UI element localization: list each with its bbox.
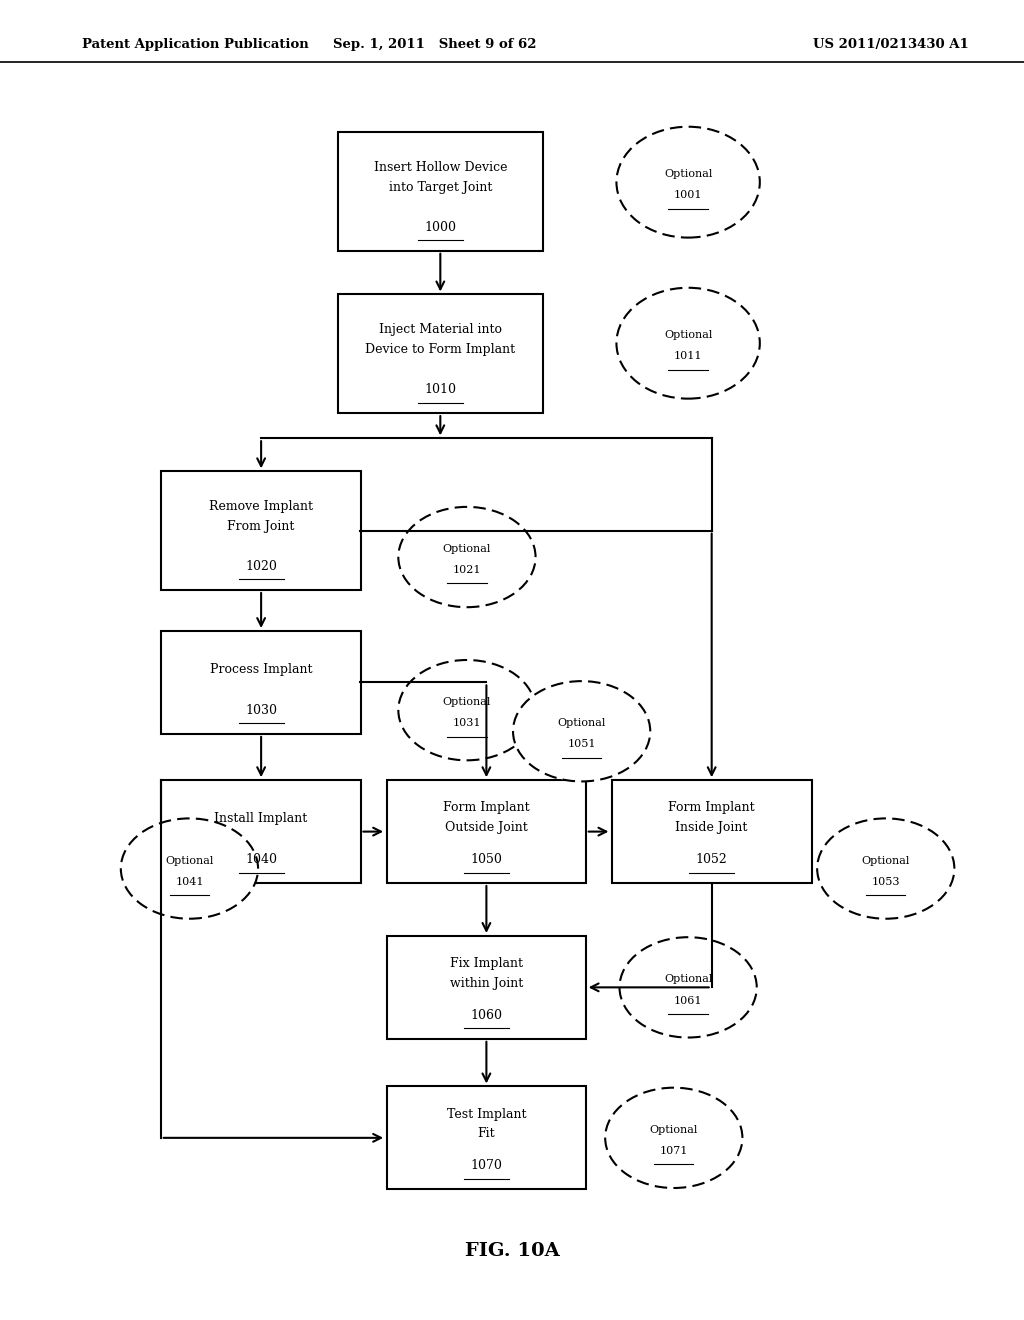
Text: 1050: 1050 bbox=[470, 853, 503, 866]
Text: Fit: Fit bbox=[477, 1127, 496, 1140]
Ellipse shape bbox=[817, 818, 954, 919]
Text: Optional: Optional bbox=[664, 169, 713, 180]
Text: Process Implant: Process Implant bbox=[210, 663, 312, 676]
Text: 1060: 1060 bbox=[470, 1008, 503, 1022]
Ellipse shape bbox=[121, 818, 258, 919]
Text: Optional: Optional bbox=[165, 855, 214, 866]
Text: 1053: 1053 bbox=[871, 876, 900, 887]
FancyBboxPatch shape bbox=[386, 936, 586, 1039]
Text: 1071: 1071 bbox=[659, 1146, 688, 1156]
Ellipse shape bbox=[513, 681, 650, 781]
Text: into Target Joint: into Target Joint bbox=[389, 181, 492, 194]
Ellipse shape bbox=[616, 288, 760, 399]
Text: 1030: 1030 bbox=[245, 704, 278, 717]
Text: Patent Application Publication: Patent Application Publication bbox=[82, 38, 308, 51]
Text: Form Implant: Form Implant bbox=[669, 801, 755, 814]
Text: US 2011/0213430 A1: US 2011/0213430 A1 bbox=[813, 38, 969, 51]
Text: Test Implant: Test Implant bbox=[446, 1107, 526, 1121]
Text: Optional: Optional bbox=[557, 718, 606, 729]
Text: within Joint: within Joint bbox=[450, 977, 523, 990]
Text: Inject Material into: Inject Material into bbox=[379, 323, 502, 337]
Ellipse shape bbox=[605, 1088, 742, 1188]
Text: Outside Joint: Outside Joint bbox=[445, 821, 527, 834]
Ellipse shape bbox=[616, 127, 760, 238]
Text: FIG. 10A: FIG. 10A bbox=[465, 1242, 559, 1261]
Text: 1070: 1070 bbox=[470, 1159, 503, 1172]
Text: Optional: Optional bbox=[442, 697, 492, 708]
Text: 1051: 1051 bbox=[567, 739, 596, 750]
Text: Sep. 1, 2011   Sheet 9 of 62: Sep. 1, 2011 Sheet 9 of 62 bbox=[334, 38, 537, 51]
Text: 1001: 1001 bbox=[674, 190, 702, 201]
FancyBboxPatch shape bbox=[386, 780, 586, 883]
Text: 1010: 1010 bbox=[424, 383, 457, 396]
Text: Device to Form Implant: Device to Form Implant bbox=[366, 343, 515, 356]
Text: 1031: 1031 bbox=[453, 718, 481, 729]
Text: Form Implant: Form Implant bbox=[443, 801, 529, 814]
Text: Optional: Optional bbox=[649, 1125, 698, 1135]
Ellipse shape bbox=[398, 507, 536, 607]
Text: 1061: 1061 bbox=[674, 995, 702, 1006]
Text: Optional: Optional bbox=[861, 855, 910, 866]
FancyBboxPatch shape bbox=[338, 132, 543, 251]
Text: Optional: Optional bbox=[664, 974, 713, 985]
Text: Remove Implant: Remove Implant bbox=[209, 500, 313, 513]
Text: 1020: 1020 bbox=[245, 560, 278, 573]
Text: Insert Hollow Device: Insert Hollow Device bbox=[374, 161, 507, 174]
Text: 1052: 1052 bbox=[695, 853, 728, 866]
Text: Install Implant: Install Implant bbox=[214, 812, 308, 825]
Text: 1011: 1011 bbox=[674, 351, 702, 362]
Text: 1000: 1000 bbox=[424, 220, 457, 234]
FancyBboxPatch shape bbox=[386, 1086, 586, 1189]
FancyBboxPatch shape bbox=[162, 471, 361, 590]
FancyBboxPatch shape bbox=[338, 294, 543, 413]
Text: Inside Joint: Inside Joint bbox=[676, 821, 748, 834]
Text: 1021: 1021 bbox=[453, 565, 481, 576]
Text: Optional: Optional bbox=[442, 544, 492, 554]
Text: 1040: 1040 bbox=[245, 853, 278, 866]
Text: From Joint: From Joint bbox=[227, 520, 295, 533]
Text: 1041: 1041 bbox=[175, 876, 204, 887]
FancyBboxPatch shape bbox=[162, 780, 361, 883]
FancyBboxPatch shape bbox=[611, 780, 811, 883]
Text: Optional: Optional bbox=[664, 330, 713, 341]
Ellipse shape bbox=[620, 937, 757, 1038]
Text: Fix Implant: Fix Implant bbox=[450, 957, 523, 970]
Ellipse shape bbox=[398, 660, 536, 760]
FancyBboxPatch shape bbox=[162, 631, 361, 734]
